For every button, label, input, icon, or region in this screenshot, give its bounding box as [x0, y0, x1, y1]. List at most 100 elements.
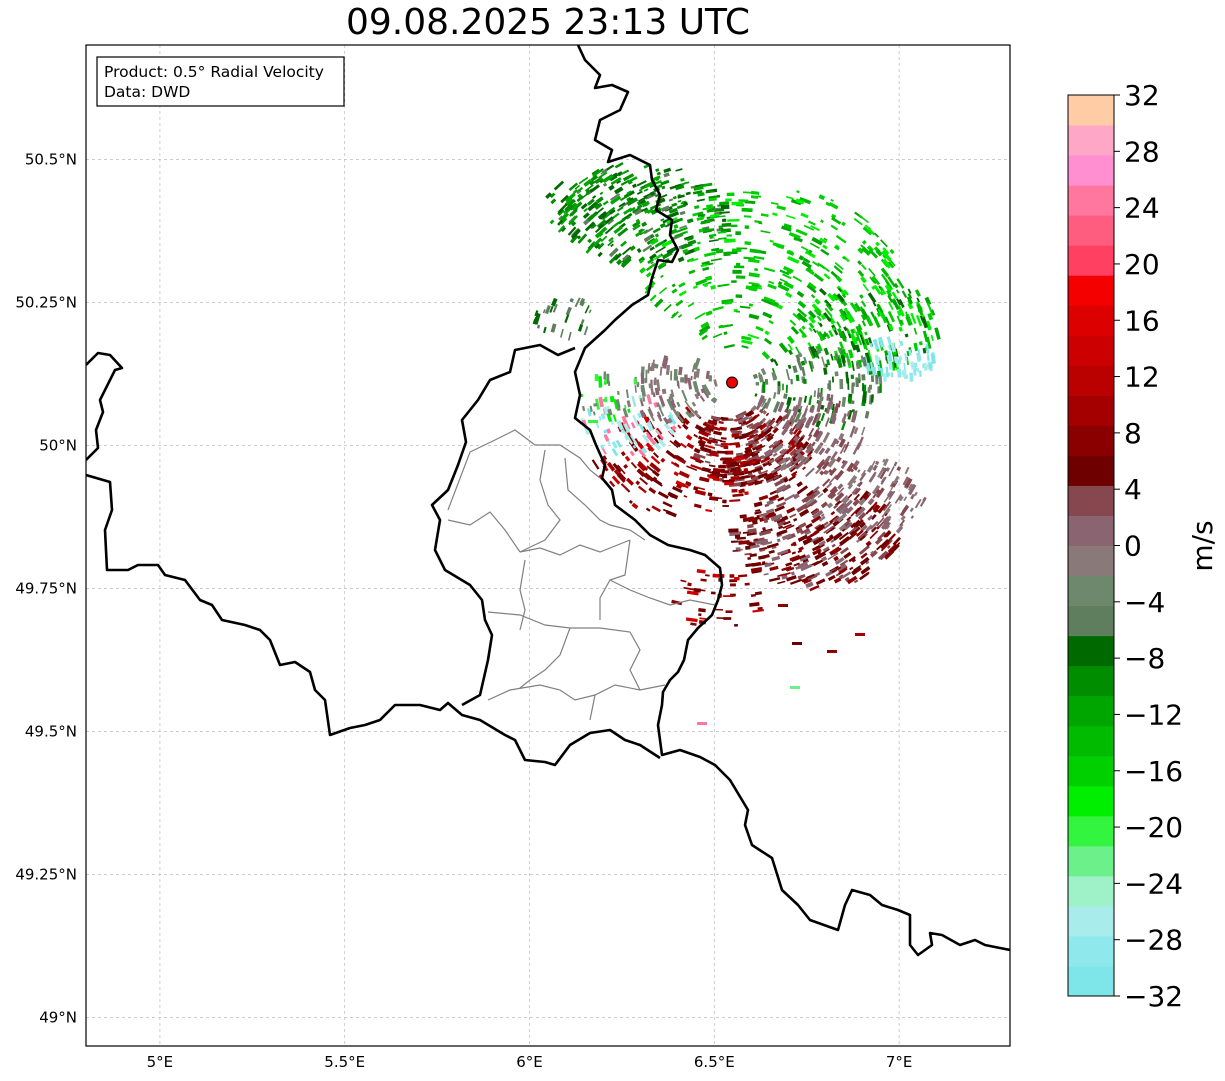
radar-echo: [852, 465, 859, 471]
radar-echo: [709, 234, 714, 240]
radar-echo: [761, 350, 771, 360]
radar-echo: [711, 450, 718, 456]
radar-echo: [808, 315, 816, 324]
radar-echo: [643, 188, 649, 192]
radar-echo: [871, 484, 881, 495]
radar-echo: [786, 335, 795, 344]
radar-echo: [841, 221, 846, 227]
radar-echo: [907, 288, 912, 294]
radar-echo: [774, 478, 785, 487]
radar-echo: [771, 371, 777, 381]
radar-echo: [838, 567, 848, 575]
radar-echo: [640, 372, 645, 384]
border-germany-east: [573, 45, 1010, 957]
radar-echo: [613, 398, 618, 410]
radar-echo: [700, 219, 711, 225]
radar-echo: [786, 566, 795, 572]
radar-echo: [760, 402, 765, 408]
radar-echo: [754, 220, 762, 224]
radar-echo: [818, 322, 823, 327]
radar-echo: [719, 211, 730, 214]
radar-echo: [699, 589, 706, 592]
radar-echo: [671, 288, 678, 294]
radar-echo: [828, 329, 834, 338]
radar-echo: [753, 501, 763, 508]
colorbar-tick-label: 24: [1124, 192, 1160, 225]
radar-echo: [639, 470, 651, 481]
radar-echo: [766, 478, 774, 484]
radar-echo: [903, 496, 908, 502]
radar-echo: [680, 242, 693, 250]
radar-echo: [834, 556, 845, 565]
radar-echo: [865, 505, 874, 515]
radar-echo: [682, 423, 689, 430]
radar-echo: [610, 177, 622, 186]
radar-echo: [787, 349, 794, 356]
radar-echo: [857, 247, 864, 254]
radar-echo: [814, 467, 822, 475]
radar-echo: [887, 310, 896, 323]
radar-echo: [888, 361, 893, 371]
radar-echo: [593, 176, 603, 184]
border-france-luxembourg: [86, 473, 661, 767]
radar-echo: [727, 218, 740, 222]
radar-echo: [882, 521, 891, 530]
radar-echo: [845, 313, 854, 324]
radar-echo: [641, 433, 650, 443]
radar-echo: [833, 555, 839, 562]
radar-echo: [846, 516, 852, 522]
radar-echo: [750, 567, 763, 573]
radar-echo: [645, 272, 652, 278]
radar-echo: [897, 368, 902, 378]
radar-echo: [615, 399, 621, 409]
radar-echo: [758, 469, 769, 475]
radar-echo: [859, 294, 864, 299]
radar-echo: [746, 541, 751, 545]
radar-echo: [557, 225, 566, 233]
radar-echo: [890, 342, 896, 353]
radar-echo: [660, 457, 666, 463]
radar-echo: [895, 289, 900, 294]
radar-echo: [646, 434, 657, 446]
radar-echo: [702, 182, 713, 187]
radar-echo: [908, 483, 917, 496]
radar-echo: [650, 462, 659, 470]
radar-echo: [632, 208, 639, 214]
radar-echo: [910, 361, 915, 370]
radar-echo: [623, 422, 631, 434]
radar-echo: [783, 520, 791, 526]
radar-echo: [884, 316, 890, 325]
radar-echo: [656, 379, 661, 392]
radar-echo: [846, 356, 850, 366]
colorbar-tick-label: 4: [1124, 473, 1142, 506]
radar-velocity-layer: [532, 162, 941, 725]
colorbar-segment: [1068, 665, 1114, 697]
radar-echo: [638, 449, 646, 458]
radar-echo: [768, 549, 775, 554]
lat-tick-label: 49.5°N: [25, 722, 77, 740]
radar-echo: [768, 319, 774, 325]
radar-echo: [805, 445, 814, 454]
radar-echo: [893, 282, 899, 289]
radar-echo: [821, 356, 826, 368]
radar-echo: [746, 523, 754, 529]
radar-echo: [879, 538, 890, 550]
radar-echo: [616, 180, 622, 185]
radar-echo: [586, 246, 593, 254]
radar-echo: [878, 356, 881, 361]
radar-echo: [731, 433, 740, 438]
radar-echo: [850, 410, 858, 423]
radar-echo: [640, 447, 648, 454]
lon-tick-label: 6°E: [516, 1053, 543, 1071]
radar-echo: [587, 201, 599, 212]
radar-echo: [588, 309, 592, 314]
radar-echo: [649, 246, 655, 251]
radar-echo: [816, 460, 826, 470]
radar-echo: [763, 425, 774, 436]
radar-echo: [536, 324, 541, 329]
radar-echo: [600, 413, 606, 420]
radar-echo: [861, 264, 867, 271]
radar-echo: [829, 485, 838, 494]
radar-echo: [692, 453, 701, 461]
radar-echo: [816, 315, 822, 322]
